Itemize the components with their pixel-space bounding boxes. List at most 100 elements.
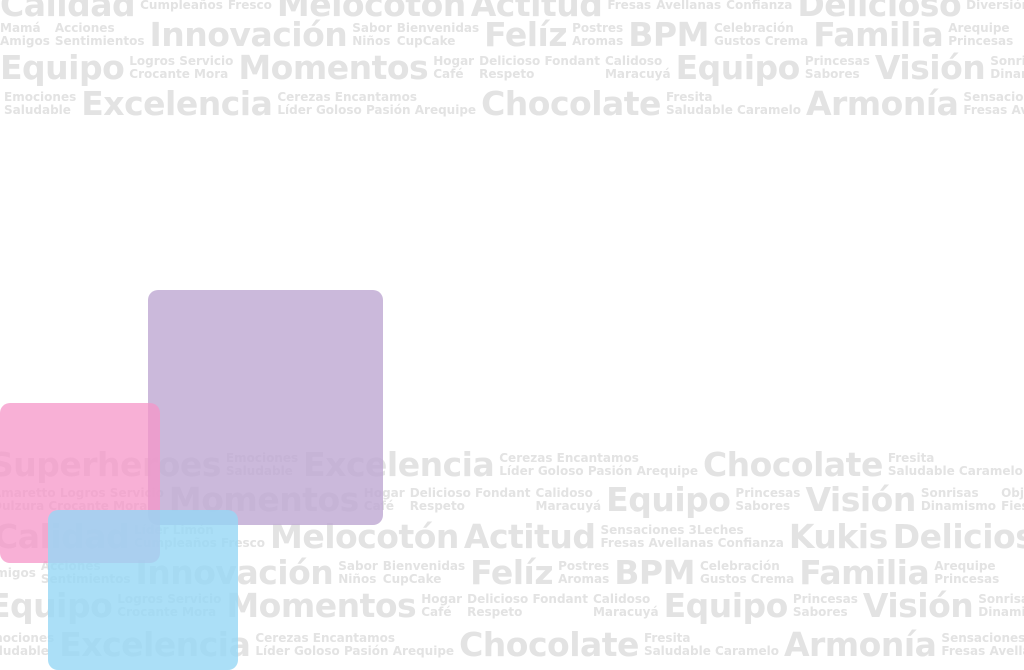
small-word: Emociones: [0, 631, 55, 645]
big-word: Delicioso: [892, 517, 1024, 556]
big-word: Innovación: [149, 15, 348, 54]
small-word: Aromas: [572, 34, 624, 48]
small-word-stack: Sabor Niños: [352, 22, 392, 48]
small-word: Arequipe: [948, 21, 1010, 35]
big-word: BPM: [628, 15, 709, 54]
small-word: Objetivos: [1001, 486, 1024, 500]
small-word-stack: Mamá Amigos: [0, 22, 50, 48]
small-word: Delicioso Fondant: [479, 54, 600, 68]
small-word-stack: Princesas Sabores: [805, 55, 870, 81]
small-word-stack: Princesas Sabores: [735, 487, 800, 513]
big-word: Familia: [799, 553, 930, 592]
big-word: BPM: [614, 553, 695, 592]
big-word: Armonía: [805, 84, 959, 123]
small-word: Sensaciones 3Leches: [941, 631, 1024, 645]
small-word: Sonrisas: [978, 592, 1024, 606]
small-word: Gustos Crema: [699, 572, 795, 586]
small-word: Fiesta: [1001, 499, 1024, 513]
small-word: Café: [421, 605, 452, 619]
small-word-stack: Postres Aromas: [558, 560, 609, 586]
small-word: Saludable: [4, 103, 71, 117]
small-word-stack: Fresas: [607, 0, 651, 12]
small-word-stack: Diversión: [966, 0, 1024, 12]
small-word: Maracuyá: [604, 67, 671, 81]
big-word: Armonía: [783, 625, 937, 664]
small-word: Cerezas Encantamos: [499, 451, 639, 465]
big-word: Kukis: [788, 517, 888, 556]
small-word: Sabores: [804, 67, 860, 81]
small-word: Maracuyá: [535, 499, 602, 513]
small-word: Fresita: [643, 631, 691, 645]
small-word: Mamá: [0, 21, 41, 35]
small-word-stack: Bienvenidas CupCake: [397, 22, 479, 48]
small-word: Calidoso: [592, 592, 651, 606]
small-word: Cerezas Encantamos: [255, 631, 395, 645]
small-word-stack: Calidoso Maracuyá: [605, 55, 671, 81]
small-word: CupCake: [382, 572, 442, 586]
small-word: Dinamismo: [990, 67, 1024, 81]
small-word: Fresita: [665, 90, 713, 104]
small-word: Gustos Crema: [713, 34, 809, 48]
small-word: Delicioso Fondant: [467, 592, 588, 606]
small-word-stack: Fresita Saludable Caramelo: [644, 632, 779, 658]
big-word: Momentos: [226, 586, 417, 625]
small-word: Arequipe: [934, 559, 996, 573]
small-word: Crocante Mora: [129, 67, 229, 81]
small-word-stack: Fresita Saludable Caramelo: [666, 91, 801, 117]
small-word: CupCake: [396, 34, 456, 48]
small-word: Fresas Avellanas: [963, 103, 1024, 117]
small-word: Princesas: [792, 592, 858, 606]
small-word: Confianza: [726, 0, 793, 12]
small-word: Sonrisas: [920, 486, 979, 500]
small-word: Princesas: [948, 34, 1014, 48]
big-word: Actitud: [470, 0, 603, 24]
small-word-stack: Fresco: [228, 0, 272, 12]
small-word: Avellanas: [656, 0, 722, 12]
big-word: Momentos: [238, 48, 429, 87]
small-word-stack: Arequipe Princesas: [948, 22, 1013, 48]
big-word: Calidad: [0, 0, 136, 24]
small-word: Fresco: [227, 0, 272, 12]
small-word: Amigos: [0, 565, 36, 580]
small-word: Sensaciones 3Leches: [600, 523, 744, 537]
small-word: Respeto: [409, 499, 465, 513]
small-word-stack: Sensaciones 3Leches Fresas Avellanas Conf…: [600, 524, 783, 550]
big-word: Equipo: [0, 48, 125, 87]
small-word: Celebración: [699, 559, 780, 573]
small-word-stack: Delicioso Fondant Respeto: [467, 593, 588, 619]
small-word: Sabor: [338, 559, 378, 573]
small-word-stack: Calidoso Maracuyá: [593, 593, 659, 619]
small-word-stack: Cerezas Encantamos Líder Goloso Pasión Ar…: [255, 632, 454, 658]
small-word: Sentimientos: [54, 34, 145, 48]
small-word: Respeto: [479, 67, 535, 81]
big-word: Equipo: [606, 480, 731, 519]
small-word: Princesas: [804, 54, 870, 68]
big-word: Visión: [862, 586, 974, 625]
small-word-stack: Postres Aromas: [572, 22, 623, 48]
small-word: Niños: [338, 572, 377, 586]
small-word: Postres: [558, 559, 610, 573]
small-word: Postres: [572, 21, 624, 35]
small-word-stack: ObjetivosFiesta: [1001, 487, 1024, 513]
small-word: Saludable: [0, 644, 49, 658]
small-word: Sabor: [352, 21, 392, 35]
small-word: Hogar: [421, 592, 463, 606]
small-word: Delicioso Fondant: [409, 486, 531, 500]
small-word-stack: Princesas Sabores: [793, 593, 858, 619]
word-row: Calidad Cumpleaños Fresco Melocotón Actitud F…: [0, 0, 1024, 24]
small-word: Princesas: [735, 486, 801, 500]
small-word-stack: Celebración Gustos Crema: [714, 22, 808, 48]
small-word: Princesas: [934, 572, 1000, 586]
big-word: Chocolate: [481, 84, 661, 123]
small-word: Aromas: [558, 572, 610, 586]
small-word: Líder Goloso Pasión Arequipe: [277, 103, 477, 117]
